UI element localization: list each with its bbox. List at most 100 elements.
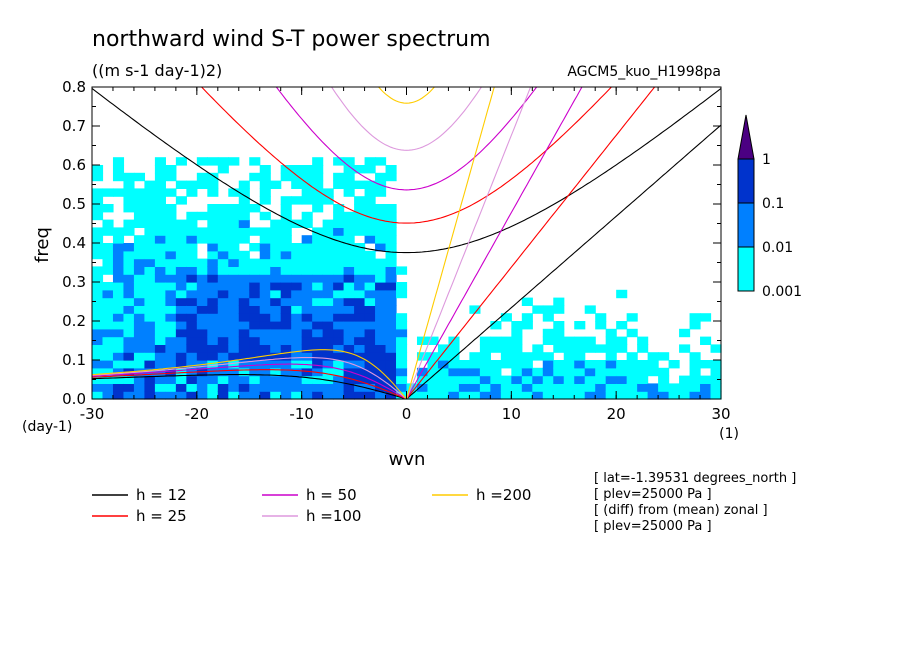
spectrum-cell xyxy=(333,367,345,377)
spectrum-cell xyxy=(333,391,345,400)
y-tick-label: 0.2 xyxy=(62,312,86,330)
spectrum-cell xyxy=(270,297,282,306)
spectrum-cell xyxy=(228,360,240,369)
spectrum-cell xyxy=(312,235,324,244)
spectrum-cell xyxy=(249,204,261,213)
spectrum-cell xyxy=(238,235,250,244)
spectrum-cell xyxy=(700,336,712,345)
spectrum-cell xyxy=(238,313,250,322)
spectrum-cell xyxy=(626,313,638,322)
spectrum-cell xyxy=(385,344,397,353)
spectrum-cell xyxy=(500,391,512,400)
spectrum-cell xyxy=(364,266,376,275)
spectrum-cell xyxy=(92,250,104,260)
spectrum-cell xyxy=(605,375,617,384)
spectrum-cell xyxy=(291,274,303,283)
spectrum-cell xyxy=(92,383,104,392)
spectrum-cell xyxy=(333,172,345,182)
spectrum-cell xyxy=(710,383,722,392)
spectrum-cell xyxy=(312,180,324,189)
spectrum-cell xyxy=(228,313,240,322)
spectrum-cell xyxy=(144,313,156,322)
spectrum-cell xyxy=(228,328,240,338)
spectrum-cell xyxy=(343,219,355,228)
spectrum-cell xyxy=(249,274,261,283)
spectrum-cell xyxy=(312,391,324,400)
spectrum-cell xyxy=(133,328,146,338)
spectrum-cell xyxy=(658,352,670,361)
spectrum-cell xyxy=(259,289,271,299)
spectrum-cell xyxy=(343,383,355,392)
spectrum-cell xyxy=(123,282,135,291)
spectrum-cell xyxy=(354,336,366,345)
spectrum-cell xyxy=(301,328,313,338)
spectrum-cell xyxy=(92,274,104,283)
spectrum-cell xyxy=(186,266,198,275)
spectrum-cell xyxy=(123,274,135,283)
spectrum-cell xyxy=(637,360,649,369)
spectrum-cell xyxy=(238,352,250,361)
spectrum-cell xyxy=(385,313,397,322)
spectrum-cell xyxy=(343,305,355,314)
spectrum-cell xyxy=(605,336,617,345)
spectrum-cell xyxy=(364,328,376,338)
spectrum-cell xyxy=(385,204,397,213)
spectrum-cell xyxy=(144,227,156,236)
spectrum-cell xyxy=(133,297,146,306)
spectrum-cell xyxy=(364,188,376,197)
spectrum-cell xyxy=(144,383,156,392)
spectrum-cell xyxy=(301,219,313,228)
spectrum-cell xyxy=(144,375,156,384)
spectrum-cell xyxy=(154,391,166,400)
spectrum-cell xyxy=(343,336,355,345)
spectrum-cell xyxy=(375,243,387,252)
spectrum-cell xyxy=(375,391,387,400)
spectrum-cell xyxy=(354,360,366,369)
spectrum-cell xyxy=(112,360,125,369)
spectrum-cell xyxy=(259,188,271,197)
spectrum-cell xyxy=(133,321,146,330)
spectrum-cell xyxy=(343,172,355,182)
spectrum-cell xyxy=(259,367,271,377)
spectrum-cell xyxy=(102,313,114,322)
spectrum-cell xyxy=(175,297,187,306)
spectrum-cell xyxy=(637,383,649,392)
spectrum-cell xyxy=(291,266,303,275)
spectrum-cell xyxy=(469,375,481,384)
spectrum-cell xyxy=(312,297,324,306)
spectrum-cell xyxy=(710,367,722,377)
spectrum-cell xyxy=(186,297,198,306)
legend-label: h =100 xyxy=(306,507,361,525)
spectrum-cell xyxy=(574,367,586,377)
spectrum-cell xyxy=(291,243,303,252)
spectrum-cell xyxy=(186,180,198,189)
spectrum-cell xyxy=(249,258,261,267)
spectrum-cell xyxy=(322,383,334,392)
spectrum-cell xyxy=(322,188,334,197)
spectrum-cell xyxy=(364,391,376,400)
spectrum-cell xyxy=(217,344,229,353)
spectrum-cell xyxy=(291,250,303,260)
spectrum-cell xyxy=(186,321,198,330)
spectrum-cell xyxy=(280,165,292,174)
spectrum-cell xyxy=(396,282,408,291)
spectrum-cell xyxy=(553,344,565,353)
spectrum-cell xyxy=(123,258,135,267)
spectrum-cell xyxy=(595,383,607,392)
spectrum-cell xyxy=(270,274,282,283)
spectrum-cell xyxy=(175,274,187,283)
spectrum-cell xyxy=(595,344,607,353)
spectrum-cell xyxy=(364,157,376,166)
spectrum-cell xyxy=(595,367,607,377)
spectrum-cell xyxy=(479,375,491,384)
spectrum-cell xyxy=(427,336,439,345)
spectrum-cell xyxy=(217,328,229,338)
spectrum-cell xyxy=(112,258,125,267)
spectrum-cell xyxy=(312,352,324,361)
spectrum-cell xyxy=(217,250,229,260)
spectrum-cell xyxy=(291,258,303,267)
spectrum-cell xyxy=(280,375,292,384)
spectrum-cell xyxy=(343,344,355,353)
spectrum-cell xyxy=(511,383,523,392)
spectrum-cell xyxy=(354,250,366,260)
